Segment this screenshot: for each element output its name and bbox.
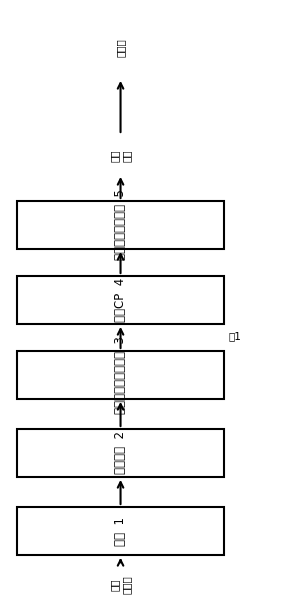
- Text: 输入
比特流: 输入 比特流: [110, 575, 131, 595]
- Text: 插入超前位训练序列  3: 插入超前位训练序列 3: [114, 336, 127, 414]
- Text: 插入同步训练序列  5: 插入同步训练序列 5: [114, 190, 127, 260]
- Bar: [17, 351, 224, 399]
- Bar: [17, 201, 224, 249]
- Bar: [17, 507, 224, 555]
- Text: 分组  1: 分组 1: [114, 517, 127, 545]
- Bar: [17, 429, 224, 477]
- Text: 加入CP  4: 加入CP 4: [114, 278, 127, 322]
- Text: 数据置乱  2: 数据置乱 2: [114, 431, 127, 475]
- Text: 调制
输出: 调制 输出: [110, 150, 131, 162]
- Text: 图1: 图1: [229, 331, 242, 341]
- Bar: [17, 276, 224, 324]
- Text: 去中频: 去中频: [116, 38, 125, 58]
